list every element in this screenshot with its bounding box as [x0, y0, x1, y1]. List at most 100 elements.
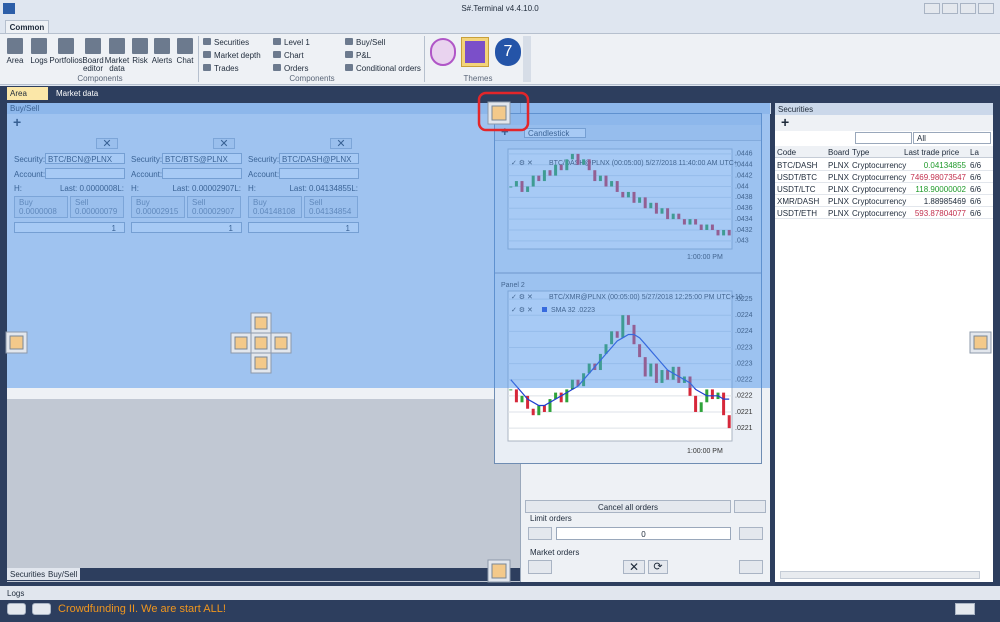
ribbon: Common Area Logs Portfolios Board editor Mar… [0, 18, 1000, 86]
maximize-button[interactable] [960, 3, 976, 14]
cell: 6/6 [970, 209, 982, 218]
ribbon-small-button[interactable]: Market depth [214, 51, 261, 60]
scrollbar[interactable] [780, 571, 980, 579]
cell: 6/6 [970, 197, 982, 206]
icon [345, 64, 353, 71]
theme-button[interactable]: 7 [495, 38, 521, 66]
help-button[interactable] [924, 3, 940, 14]
ribbon-small-button[interactable]: Securities [214, 38, 250, 47]
cell: PLNX [828, 173, 849, 182]
ribbon-button[interactable]: Area [4, 36, 26, 76]
section-label: Market orders [530, 548, 580, 557]
close-button[interactable] [978, 3, 994, 14]
theme-button[interactable] [430, 38, 456, 66]
table-row [775, 195, 993, 207]
candle [537, 405, 541, 416]
ribbon-small-button[interactable]: Conditional orders [356, 64, 421, 73]
button-label: Chat [176, 56, 194, 65]
ribbon-button[interactable]: Board editor [81, 36, 105, 76]
cell: PLNX [828, 185, 849, 194]
settings-button[interactable] [734, 500, 766, 513]
y-tick-label: .0221 [735, 409, 753, 416]
ribbon-small-button[interactable]: Level 1 [284, 38, 310, 47]
icon [203, 64, 211, 71]
quantity-input[interactable]: 0 [556, 527, 731, 540]
icon [31, 38, 47, 54]
ribbon-button[interactable]: Alerts [151, 36, 173, 76]
ribbon-small-button[interactable]: Chart [284, 51, 304, 60]
document-tab[interactable]: Area [7, 87, 48, 100]
cell: 6/6 [970, 185, 982, 194]
cell: 118.90000002 [915, 185, 966, 194]
filter-combo[interactable]: All [913, 132, 991, 144]
cell: 1.88985469 [923, 197, 966, 206]
button-label: Logs [30, 56, 48, 65]
icon [203, 38, 211, 45]
button-label: Board editor [82, 56, 104, 73]
bottom-tab[interactable]: Buy/Sell [45, 568, 81, 580]
icon [85, 38, 101, 54]
cancel-all-button[interactable]: Cancel all orders [525, 500, 731, 513]
icon [203, 51, 211, 58]
ribbon-small-button[interactable]: Buy/Sell [356, 38, 386, 47]
sell-market-button[interactable] [739, 560, 763, 574]
logs-button[interactable] [955, 603, 975, 615]
refresh-button[interactable]: ⟳ [648, 560, 668, 574]
cell: Cryptocurrency [852, 209, 907, 218]
search-input[interactable] [855, 132, 912, 144]
candle [548, 399, 552, 412]
candle [509, 389, 513, 391]
document-tab[interactable]: Market data [56, 89, 99, 98]
buy-limit-button[interactable] [528, 527, 552, 540]
scroll-arrows[interactable] [523, 36, 531, 82]
buy-market-button[interactable] [528, 560, 552, 574]
add-button[interactable]: + [781, 114, 790, 130]
highlight [477, 91, 530, 132]
icon [345, 51, 353, 58]
section-label: Limit orders [530, 514, 572, 523]
ribbon-button[interactable]: Logs [29, 36, 49, 76]
button-label: Market data [104, 56, 130, 73]
candle [559, 392, 563, 403]
ribbon-tab[interactable]: Common [5, 20, 49, 34]
icon [154, 38, 170, 54]
ribbon-button[interactable]: Market data [104, 36, 130, 76]
app-icon [3, 3, 15, 14]
candle [526, 395, 530, 409]
ribbon-small-button[interactable]: P&L [356, 51, 372, 60]
ribbon-small-button[interactable]: Trades [214, 64, 239, 73]
group-label: Components [77, 74, 123, 83]
column-header[interactable]: Type [852, 148, 870, 157]
candle [514, 389, 518, 403]
ribbon-button[interactable]: Portfolios [49, 36, 83, 76]
bottom-tab[interactable]: Securities [7, 568, 49, 580]
column-header[interactable]: La [970, 148, 979, 157]
prev-button[interactable] [7, 603, 26, 615]
ribbon-button[interactable]: Risk [131, 36, 149, 76]
toolbar: + [775, 114, 993, 131]
cancel-button[interactable]: ✕ [623, 560, 645, 574]
sell-limit-button[interactable] [739, 527, 763, 540]
log-message: Crowdfunding II. We are start ALL! [58, 603, 226, 615]
panel-title: Securities [778, 105, 814, 114]
candle [727, 415, 731, 429]
logs-title: Logs [7, 589, 25, 598]
title-bar: S#.Terminal v4.4.10.0 [0, 0, 1000, 18]
y-tick-label: .0221 [735, 425, 753, 432]
cell: Cryptocurrency [852, 197, 907, 206]
candle [710, 389, 714, 400]
column-header[interactable]: Last trade price [904, 148, 960, 157]
ribbon-button[interactable]: Chat [175, 36, 195, 76]
cell: 0.04134855 [923, 161, 966, 170]
icon [177, 38, 193, 54]
column-header[interactable]: Code [777, 148, 797, 157]
logs-header: Logs [0, 586, 1000, 600]
minimize-button[interactable] [942, 3, 958, 14]
ribbon-body: Area Logs Portfolios Board editor Market dat… [0, 33, 1000, 85]
ribbon-small-button[interactable]: Orders [284, 64, 309, 73]
column-header[interactable]: Board [828, 148, 850, 157]
next-button[interactable] [32, 603, 51, 615]
panel-header: Securities [775, 103, 993, 115]
table-row [775, 159, 993, 171]
